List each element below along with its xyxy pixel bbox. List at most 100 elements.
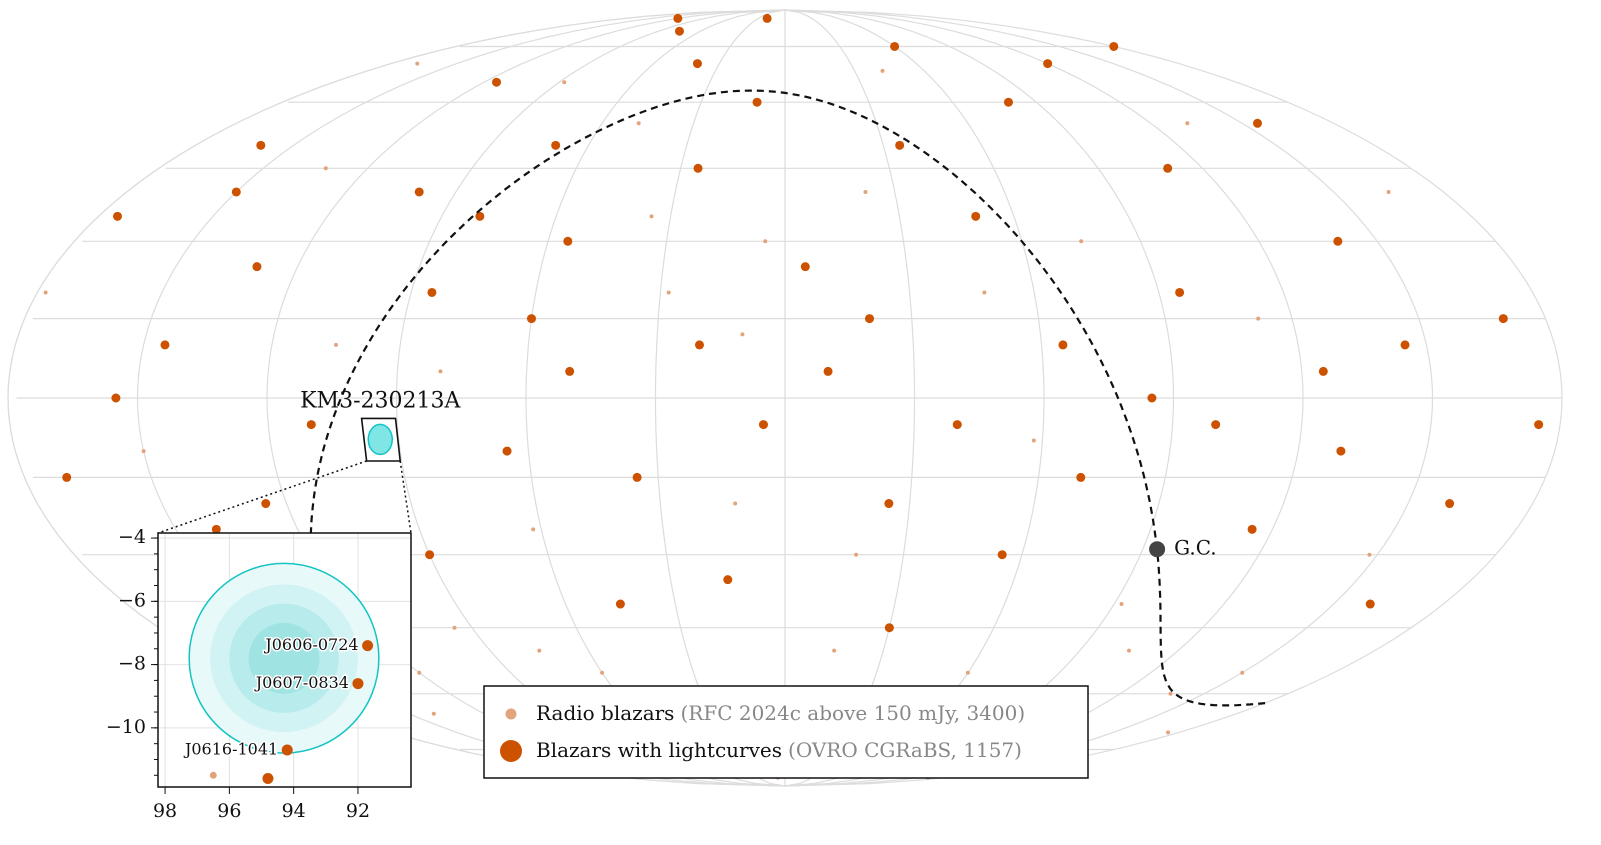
lightcurve-blazar xyxy=(632,472,642,482)
lightcurve-blazar xyxy=(997,550,1007,560)
event-contour xyxy=(248,622,320,694)
lightcurve-blazar xyxy=(1365,599,1375,609)
lightcurve-blazar xyxy=(884,623,894,633)
radio-blazar xyxy=(863,189,868,194)
radio-blazar xyxy=(1031,438,1036,443)
lightcurve-blazar xyxy=(1498,314,1508,324)
lightcurve-blazar xyxy=(723,575,733,585)
radio-blazar xyxy=(1168,691,1173,696)
lightcurve-blazar xyxy=(1252,118,1262,128)
inset-plot xyxy=(158,533,411,787)
grid-meridian xyxy=(266,9,786,787)
lightcurve-blazar xyxy=(492,77,502,87)
lightcurve-blazar xyxy=(1109,41,1119,51)
radio-blazar xyxy=(1079,239,1084,244)
point-label: J0607-0834 xyxy=(254,673,349,692)
radio-blazar xyxy=(1185,121,1190,126)
lightcurve-blazar xyxy=(884,499,894,509)
radio-blazar xyxy=(43,290,48,295)
lightcurve-blazar xyxy=(1163,163,1173,173)
y-tick-label: −10 xyxy=(106,716,146,738)
x-tick-label: 94 xyxy=(282,800,306,822)
lightcurve-blazar xyxy=(1175,287,1185,297)
lightcurve-blazar xyxy=(111,393,121,403)
galactic-center xyxy=(1149,541,1166,558)
radio-blazar xyxy=(649,214,654,219)
point-label: J0606-0724 xyxy=(263,635,358,654)
lightcurve-blazar xyxy=(971,211,981,221)
radio-blazar xyxy=(854,552,859,557)
lightcurve-blazar xyxy=(425,550,435,560)
legend-name: Blazars with lightcurves xyxy=(536,738,782,762)
lightcurve-blazar xyxy=(261,499,271,509)
sky-map xyxy=(7,9,1563,787)
lightcurve-blazar xyxy=(62,472,72,482)
gc-label: G.C. xyxy=(1174,536,1217,560)
lightcurve-blazar xyxy=(615,599,625,609)
lightcurve-blazar xyxy=(762,13,772,23)
radio-blazar xyxy=(562,80,567,85)
lightcurve-blazar xyxy=(694,340,704,350)
lightcurve-blazar xyxy=(256,140,266,150)
legend-note: (RFC 2024c above 150 mJy, 3400) xyxy=(680,701,1025,725)
radio-blazar xyxy=(438,369,443,374)
lightcurve-blazar xyxy=(800,262,810,272)
zoom-connector xyxy=(399,460,412,534)
lightcurve-blazar xyxy=(1534,420,1544,430)
radio-blazar xyxy=(982,290,987,295)
legend-label: Blazars with lightcurves (OVRO CGRaBS, 11… xyxy=(536,738,1022,762)
radio-blazar xyxy=(832,648,837,653)
lightcurve-blazar xyxy=(1400,340,1410,350)
grid-meridian xyxy=(784,9,1304,787)
lightcurve-blazar xyxy=(526,314,536,324)
lightcurve-blazar xyxy=(112,211,122,221)
lightcurve-blazar xyxy=(1076,472,1086,482)
y-tick-label: −8 xyxy=(118,653,146,675)
radio-blazar xyxy=(600,670,605,675)
x-tick-label: 92 xyxy=(346,800,370,822)
legend-name: Radio blazars xyxy=(536,701,674,725)
lightcurve-blazar xyxy=(752,97,762,107)
lightcurve-blazar xyxy=(362,640,374,652)
lightcurve-blazar xyxy=(551,140,561,150)
radio-blazar xyxy=(209,771,217,779)
radio-blazar xyxy=(452,625,457,630)
event-label: KM3-230213A xyxy=(300,388,461,413)
lightcurve-blazar xyxy=(1318,366,1328,376)
radio-blazar xyxy=(323,166,328,171)
radio-blazar xyxy=(415,61,420,66)
lightcurve-blazar xyxy=(252,262,262,272)
zoom-connector xyxy=(157,460,367,534)
lightcurve-blazar xyxy=(952,420,962,430)
lightcurve-blazar xyxy=(865,314,875,324)
inset: 98 96 94 92 −4 −6 −8 −10 J0606-0724 J0607-0834 J06… xyxy=(106,526,412,822)
lightcurve-blazar xyxy=(1211,420,1221,430)
legend: Radio blazars (RFC 2024c above 150 mJy, 3… xyxy=(483,685,1089,779)
radio-blazar xyxy=(1256,316,1261,321)
radio-blazar xyxy=(733,501,738,506)
radio-blazar xyxy=(880,68,885,73)
lightcurve-blazar xyxy=(674,26,684,36)
map-border xyxy=(7,9,1563,787)
lightcurve-blazar xyxy=(1247,524,1257,534)
x-tick-label: 96 xyxy=(217,800,241,822)
legend-box xyxy=(483,685,1089,779)
lightcurve-blazar xyxy=(1336,446,1346,456)
lightcurve-blazar xyxy=(211,524,221,534)
lightcurve-blazar xyxy=(895,140,905,150)
x-tick-label: 98 xyxy=(153,800,177,822)
lightcurve-blazar xyxy=(693,163,703,173)
radio-blazar xyxy=(141,449,146,454)
radio-blazar xyxy=(666,290,671,295)
lightcurve-blazar xyxy=(823,366,833,376)
lightcurve-blazar xyxy=(890,41,900,51)
radio-blazar xyxy=(417,670,422,675)
lightcurve-blazar xyxy=(281,744,293,756)
legend-label: Radio blazars (RFC 2024c above 150 mJy, 3… xyxy=(536,701,1025,725)
lightcurve-blazar xyxy=(565,366,575,376)
lightcurve-blazar xyxy=(475,211,485,221)
lightcurve-blazar xyxy=(1003,97,1013,107)
lightcurve-blazar xyxy=(673,13,683,23)
radio-blazar xyxy=(1386,189,1391,194)
lightcurve-blazar xyxy=(758,420,768,430)
